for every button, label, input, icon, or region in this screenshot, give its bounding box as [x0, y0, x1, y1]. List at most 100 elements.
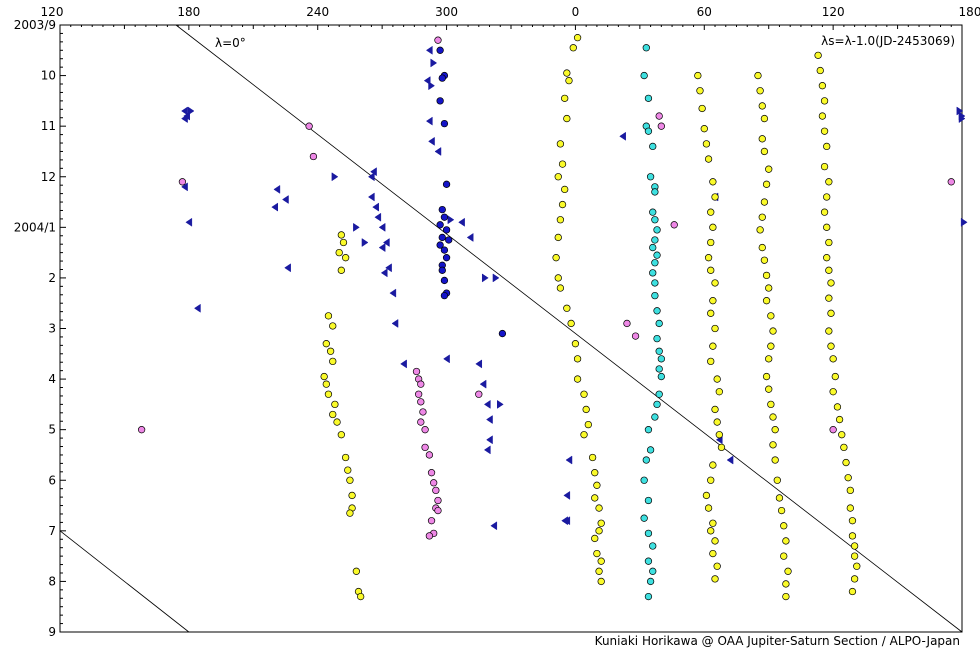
- data-point: [326, 347, 335, 355]
- data-point: [284, 263, 291, 273]
- data-point: [760, 256, 769, 264]
- data-point: [322, 340, 330, 348]
- data-point: [322, 380, 330, 388]
- left-tick-label: 5: [48, 423, 56, 437]
- data-point: [825, 178, 833, 186]
- data-point: [784, 567, 792, 575]
- data-point: [842, 458, 850, 467]
- data-point: [337, 431, 345, 439]
- data-point: [558, 200, 567, 209]
- data-point: [653, 400, 661, 409]
- data-point: [337, 266, 345, 274]
- data-point: [382, 238, 390, 247]
- data-point: [758, 213, 766, 221]
- data-point: [565, 455, 573, 465]
- data-point: [324, 312, 333, 320]
- data-point: [758, 135, 766, 143]
- data-point: [657, 122, 665, 130]
- data-point: [273, 184, 281, 194]
- data-point: [595, 567, 603, 575]
- data-point: [346, 509, 354, 517]
- data-point: [833, 403, 842, 411]
- left-tick-label: 6: [48, 473, 56, 487]
- top-tick-label: 0: [572, 5, 580, 19]
- data-point: [829, 388, 837, 396]
- data-point: [657, 372, 665, 381]
- data-point: [593, 549, 601, 558]
- data-point: [486, 415, 493, 425]
- data-point: [844, 474, 852, 482]
- data-point: [850, 552, 859, 560]
- data-point: [561, 185, 569, 194]
- data-point: [337, 231, 345, 239]
- data-point: [653, 307, 661, 315]
- data-point: [709, 178, 717, 186]
- data-point: [848, 532, 857, 540]
- data-point: [187, 106, 195, 116]
- data-point: [769, 413, 777, 421]
- data-point: [651, 216, 659, 224]
- data-point: [831, 372, 839, 381]
- data-point: [846, 486, 854, 495]
- data-point: [331, 400, 339, 409]
- data-point: [711, 324, 719, 333]
- data-point: [653, 334, 661, 343]
- data-point: [475, 390, 483, 398]
- data-point: [339, 238, 348, 247]
- data-point: [584, 420, 592, 429]
- data-point: [434, 36, 442, 44]
- data-point: [436, 241, 444, 249]
- data-point: [760, 114, 769, 123]
- data-point: [440, 246, 449, 254]
- data-point: [341, 254, 350, 262]
- data-point: [713, 375, 721, 383]
- data-point: [430, 58, 438, 68]
- data-point: [651, 259, 659, 267]
- data-point: [651, 236, 659, 244]
- data-point: [391, 318, 399, 328]
- data-point: [271, 202, 279, 212]
- data-point: [670, 221, 678, 229]
- data-point: [823, 142, 831, 151]
- data-point: [333, 418, 341, 426]
- data-point: [694, 71, 702, 80]
- data-point: [305, 122, 313, 130]
- data-point: [436, 46, 444, 54]
- data-point: [850, 575, 859, 583]
- data-point: [758, 243, 766, 252]
- data-point: [657, 355, 665, 363]
- top-tick-label: 60: [697, 5, 712, 19]
- data-point: [137, 426, 146, 434]
- data-point: [619, 131, 626, 141]
- data-point: [840, 443, 848, 452]
- data-point: [185, 217, 193, 227]
- data-point: [591, 494, 599, 502]
- data-point: [563, 114, 571, 123]
- data-point: [827, 342, 835, 350]
- data-point: [573, 355, 582, 363]
- data-point: [765, 355, 773, 363]
- data-point: [715, 431, 723, 439]
- data-point: [438, 266, 446, 274]
- data-point: [417, 380, 425, 388]
- data-point: [436, 221, 444, 229]
- data-point: [827, 279, 835, 287]
- data-point: [823, 254, 831, 262]
- data-point: [846, 504, 854, 512]
- data-point: [346, 476, 354, 484]
- data-point: [419, 408, 427, 416]
- data-point: [726, 455, 734, 465]
- data-point: [475, 359, 483, 369]
- left-tick-label: 8: [48, 574, 56, 588]
- data-point: [698, 104, 706, 113]
- data-point: [352, 567, 361, 575]
- data-point: [771, 456, 779, 464]
- data-point: [646, 446, 655, 454]
- data-point: [758, 102, 766, 110]
- data-point: [378, 243, 386, 253]
- data-point: [649, 269, 657, 277]
- data-point: [440, 119, 449, 128]
- data-point: [644, 496, 653, 505]
- data-point: [421, 426, 429, 434]
